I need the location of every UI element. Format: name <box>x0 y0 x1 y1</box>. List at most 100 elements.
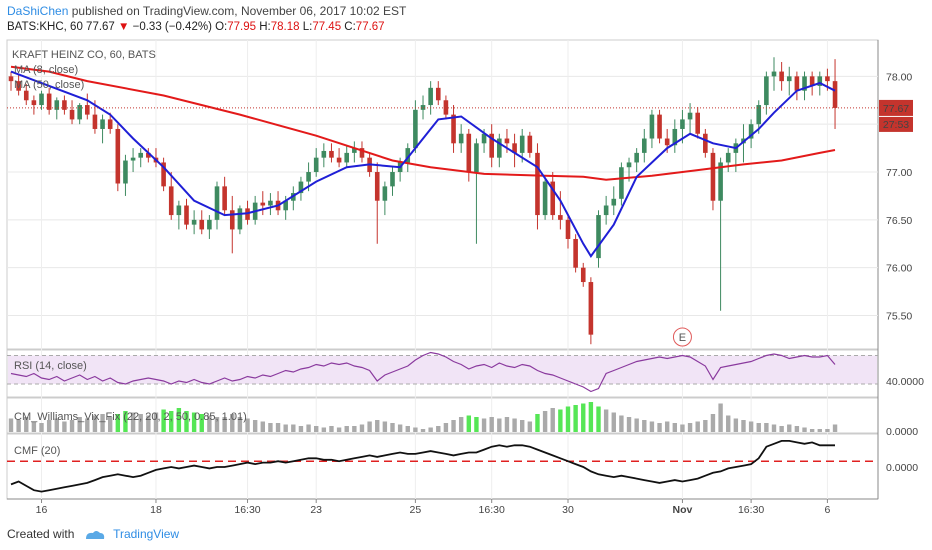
candle-body <box>115 128 121 184</box>
candle-body <box>77 105 82 120</box>
candle-body <box>54 100 60 110</box>
candle-body <box>428 87 433 106</box>
candle-body <box>603 205 609 216</box>
high-label: H: <box>259 21 271 33</box>
vix-bar <box>46 420 52 432</box>
candle-body <box>107 119 113 129</box>
y-tick-label: 76.00 <box>886 263 912 275</box>
vix-bar <box>603 409 609 432</box>
candle-body <box>786 76 792 82</box>
vix-bar <box>726 415 731 432</box>
x-tick-label: 23 <box>310 504 322 516</box>
vix-bar <box>306 424 311 432</box>
vix-bar <box>619 415 624 432</box>
vix-bar <box>779 426 784 432</box>
symbol-label: BATS:KHC, 60 <box>7 21 83 33</box>
vix-bar <box>153 412 159 432</box>
candle-body <box>69 109 75 120</box>
candle-body <box>779 71 784 82</box>
candle-body <box>100 119 105 129</box>
candle-body <box>649 114 655 139</box>
cmf-axis-label: 0.0000 <box>886 462 918 474</box>
vix-bar <box>31 421 37 432</box>
candle-body <box>405 148 411 163</box>
candle-body <box>527 135 533 153</box>
candle-body <box>535 152 540 216</box>
candle-body <box>573 238 578 268</box>
vix-bar <box>481 418 487 432</box>
vix-bar <box>680 424 685 432</box>
ma8-line <box>10 70 836 259</box>
indicator-pane-frame <box>6 433 879 500</box>
legend-ma50: MA (50, close) <box>14 79 84 91</box>
vix-bar <box>123 411 128 432</box>
published-text: published on TradingView.com, November 0… <box>71 4 407 18</box>
open-label: O: <box>215 21 228 33</box>
x-tick-label: 6 <box>824 504 830 516</box>
earnings-marker-icon <box>672 327 692 347</box>
y-tick-label: 77.00 <box>886 167 912 179</box>
candle-body <box>703 133 708 153</box>
x-tick-label: Nov <box>673 504 693 516</box>
candle-body <box>687 112 693 120</box>
vix-bar <box>207 415 212 432</box>
vix-bar <box>626 417 632 432</box>
vix-bar <box>92 415 98 432</box>
legend-ma8: MA (8, close) <box>14 64 78 76</box>
author-link[interactable]: DaShiChen <box>7 4 69 18</box>
vix-bar <box>420 429 426 432</box>
vix-bar <box>733 418 739 432</box>
candle-body <box>123 160 128 184</box>
x-tick-label: 16 <box>36 504 48 516</box>
vix-bar <box>764 423 769 432</box>
vix-bar <box>771 424 777 432</box>
candle-body <box>771 71 777 77</box>
vix-bar <box>237 417 243 432</box>
vix-bar <box>504 417 510 432</box>
candle-body <box>92 114 98 129</box>
vix-bar <box>397 424 403 432</box>
candle-body <box>298 181 304 194</box>
vix-bar <box>710 414 716 432</box>
vix-bar <box>451 420 456 432</box>
vix-bar <box>512 418 517 432</box>
vix-bar <box>565 406 571 432</box>
vix-bar <box>39 423 44 432</box>
candle-body <box>802 76 807 91</box>
close-label: C: <box>344 21 356 33</box>
down-arrow-icon: ▼ <box>118 21 130 33</box>
vix-bar <box>428 427 433 432</box>
vix-bar <box>375 420 380 432</box>
vix-bar <box>291 424 296 432</box>
candle-body <box>8 76 14 82</box>
tradingview-brand[interactable]: TradingView <box>113 527 180 541</box>
candle-body <box>809 76 815 86</box>
vix-bar <box>573 405 578 432</box>
vix-bar <box>809 429 815 432</box>
vix-bar <box>458 417 464 432</box>
candle-body <box>825 76 830 82</box>
last-price-label: 77.67 <box>883 103 909 115</box>
low-label: L: <box>302 21 313 33</box>
candle-body <box>458 133 464 144</box>
vix-bar <box>24 417 29 432</box>
vix-bar <box>436 426 441 432</box>
last-price-tag <box>879 99 913 116</box>
vix-bar <box>321 427 327 432</box>
vix-bar <box>161 409 166 432</box>
vix-bar <box>100 414 105 432</box>
vix-bar <box>130 412 136 432</box>
vix-bar <box>634 418 639 432</box>
x-tick-label: 16:30 <box>738 504 764 516</box>
candle-body <box>46 93 52 110</box>
candle-body <box>764 76 769 106</box>
high-value: 78.18 <box>270 21 300 33</box>
candle-body <box>23 90 29 101</box>
vix-bar <box>184 411 189 432</box>
candle-body <box>725 152 731 163</box>
vix-bar <box>169 411 174 432</box>
candle-body <box>260 202 266 206</box>
vix-bar <box>214 417 220 432</box>
candle-body <box>451 114 456 144</box>
